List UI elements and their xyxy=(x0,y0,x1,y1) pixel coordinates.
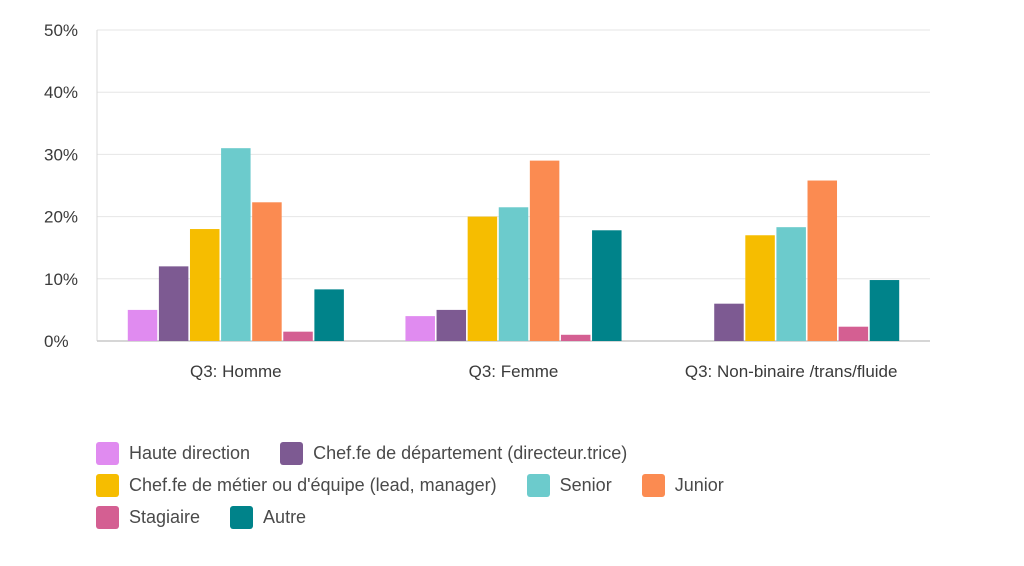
legend-swatch xyxy=(96,441,119,465)
bar xyxy=(467,216,498,341)
bar xyxy=(869,280,900,341)
legend-label: Autre xyxy=(263,506,307,527)
bar xyxy=(714,303,744,341)
legend-item: Junior xyxy=(641,473,724,497)
bar xyxy=(745,235,775,341)
legend-row: Stagiaire Autre xyxy=(96,501,916,533)
bar xyxy=(252,202,282,341)
y-tick-label: 40% xyxy=(44,83,78,102)
legend-row: Chef.fe de métier ou d'équipe (lead, man… xyxy=(96,469,916,501)
y-tick-label: 10% xyxy=(44,270,78,289)
y-tick-label: 30% xyxy=(44,145,78,164)
y-tick-label: 0% xyxy=(44,332,69,351)
chart-legend: Haute direction Chef.fe de département (d… xyxy=(96,437,916,533)
bar xyxy=(436,309,467,341)
legend-swatch xyxy=(96,505,119,529)
legend-swatch xyxy=(96,473,119,497)
bar xyxy=(560,334,591,341)
legend-label: Junior xyxy=(674,474,724,495)
legend-item: Stagiaire xyxy=(96,505,201,529)
y-tick-label: 20% xyxy=(44,208,78,227)
legend-label: Stagiaire xyxy=(129,506,201,527)
bar xyxy=(283,331,313,341)
legend-label: Senior xyxy=(559,474,612,495)
x-tick-label: Q3: Non-binaire /trans/fluide xyxy=(685,362,898,381)
legend-label: Chef.fe de département (directeur.trice) xyxy=(313,442,628,463)
legend-swatch xyxy=(230,505,254,529)
legend-swatch xyxy=(526,473,550,497)
legend-label: Chef.fe de métier ou d'équipe (lead, man… xyxy=(129,474,497,495)
bar xyxy=(189,229,220,341)
legend-label: Haute direction xyxy=(129,442,251,463)
bar xyxy=(838,326,869,341)
bar xyxy=(776,227,806,341)
bar xyxy=(127,309,158,341)
bar xyxy=(807,180,838,341)
legend-swatch xyxy=(641,473,665,497)
legend-item: Chef.fe de département (directeur.trice) xyxy=(280,441,628,465)
legend-item: Autre xyxy=(230,505,307,529)
bar xyxy=(221,148,251,341)
x-tick-label: Q3: Homme xyxy=(190,362,282,381)
legend-swatch xyxy=(280,441,304,465)
legend-item: Haute direction xyxy=(96,441,251,465)
bar xyxy=(592,230,622,341)
bar xyxy=(314,289,344,341)
bar xyxy=(529,160,560,341)
y-tick-label: 50% xyxy=(44,21,78,40)
x-tick-label: Q3: Femme xyxy=(469,362,559,381)
legend-item: Chef.fe de métier ou d'équipe (lead, man… xyxy=(96,473,497,497)
bar xyxy=(405,316,435,341)
bar xyxy=(158,266,189,341)
bar xyxy=(498,207,529,341)
legend-item: Senior xyxy=(526,473,612,497)
legend-row: Haute direction Chef.fe de département (d… xyxy=(96,437,916,469)
